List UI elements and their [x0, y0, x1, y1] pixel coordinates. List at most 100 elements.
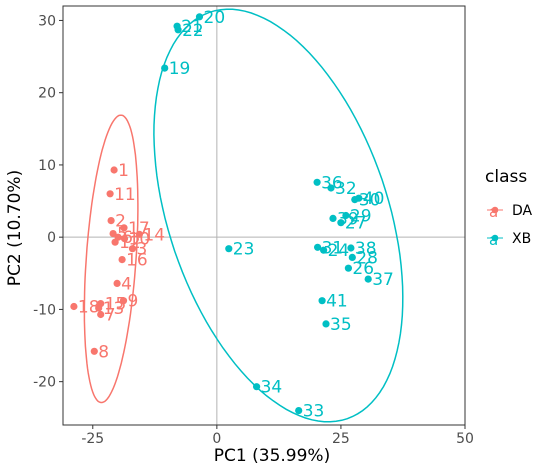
point-da-3 — [128, 245, 137, 253]
point-da-10 — [120, 235, 129, 243]
plot-background — [63, 6, 465, 425]
point-label-38: 38 — [355, 239, 377, 259]
point-label-32: 32 — [335, 179, 357, 199]
point-xb-39 — [329, 214, 337, 222]
legend-label-xb: XB — [512, 231, 531, 247]
point-label-23: 23 — [233, 240, 255, 260]
point-label-10: 10 — [129, 230, 151, 250]
point-xb-29 — [342, 211, 350, 220]
legend-key-glyph-xb: a — [489, 231, 498, 249]
point-label-8: 8 — [98, 342, 109, 362]
y-axis-title: PC2 (10.70%) — [5, 170, 25, 286]
legend-title: class — [485, 167, 527, 187]
y-tick-label-20: 20 — [38, 86, 56, 102]
y-tick-label--10: -10 — [33, 302, 56, 318]
point-label-27: 27 — [345, 214, 367, 234]
point-xb-37 — [364, 275, 372, 283]
x-tick-label--25: -25 — [81, 431, 104, 447]
point-da-8 — [90, 347, 98, 355]
point-label-26: 26 — [352, 259, 374, 279]
point-label-15: 15 — [105, 295, 127, 315]
point-label-24: 24 — [328, 241, 350, 261]
point-label-19: 19 — [169, 59, 191, 79]
point-da-17 — [120, 224, 128, 232]
point-label-6: 6 — [122, 228, 133, 248]
point-label-9: 9 — [128, 292, 139, 312]
point-xb-35 — [322, 320, 330, 328]
point-label-36: 36 — [321, 173, 343, 193]
point-xb-34 — [253, 383, 261, 391]
point-xb-28 — [348, 253, 356, 261]
point-label-28: 28 — [356, 248, 378, 268]
axes: -25 0 25 50 -20 -10 0 10 20 30 — [33, 5, 474, 447]
point-xb-23 — [225, 245, 233, 253]
point-xb-36 — [313, 178, 321, 186]
point-xb-33 — [295, 407, 303, 415]
point-da-9 — [119, 297, 128, 305]
x-tick-label-50: 50 — [456, 431, 474, 447]
point-da-18 — [70, 302, 78, 311]
y-tick-label--20: -20 — [33, 375, 56, 391]
point-da-4 — [113, 279, 121, 287]
point-label-5: 5 — [117, 225, 128, 245]
point-label-41: 41 — [326, 292, 348, 312]
legend-key-point-xb — [491, 234, 499, 242]
plot-panel — [63, 6, 465, 425]
confidence-ellipses — [83, 8, 404, 423]
point-xb-41 — [318, 297, 326, 305]
point-label-17: 17 — [128, 219, 150, 239]
point-label-12: 12 — [119, 233, 141, 253]
x-tick-label-0: 0 — [212, 431, 221, 447]
point-da-1 — [110, 166, 118, 174]
point-xb-32 — [327, 184, 335, 192]
point-da-5 — [109, 230, 117, 238]
point-label-31: 31 — [322, 238, 344, 258]
point-xb-27 — [337, 219, 345, 227]
point-label-4: 4 — [121, 274, 132, 294]
point-xb-40 — [355, 194, 363, 202]
point-label-35: 35 — [330, 315, 352, 335]
point-label-20: 20 — [204, 8, 226, 28]
point-label-14: 14 — [143, 225, 165, 245]
ellipse-da — [83, 114, 139, 404]
y-tick-label-0: 0 — [47, 230, 56, 246]
point-da-12 — [111, 238, 119, 246]
point-label-7: 7 — [105, 306, 116, 326]
point-xb-38 — [347, 244, 355, 252]
y-tick-label-10: 10 — [38, 158, 56, 174]
point-label-16: 16 — [126, 251, 148, 271]
point-xb-31 — [314, 243, 322, 251]
y-tick-label-30: 30 — [38, 13, 56, 29]
plot-border — [62, 5, 466, 426]
point-da-16 — [118, 256, 126, 264]
ellipse-xb — [153, 8, 404, 423]
legend-key-point-da — [491, 206, 499, 214]
point-xb-20 — [195, 13, 204, 21]
point-label-40: 40 — [363, 189, 385, 209]
legend: class a DA a XB — [485, 167, 533, 249]
point-label-34: 34 — [261, 378, 283, 398]
point-label-29: 29 — [350, 207, 372, 227]
point-da-11 — [106, 190, 114, 198]
point-label-22: 22 — [182, 21, 204, 41]
point-label-30: 30 — [359, 191, 381, 211]
point-xb-24 — [320, 246, 328, 254]
point-label-33: 33 — [303, 402, 325, 422]
legend-key-glyph-da: a — [489, 203, 498, 221]
data-points — [70, 13, 372, 415]
point-xb-19 — [161, 64, 169, 72]
point-da-14 — [135, 230, 143, 238]
point-label-2: 2 — [115, 212, 126, 232]
point-xb-26 — [344, 264, 352, 272]
x-axis-title: PC1 (35.99%) — [214, 446, 330, 466]
point-label-1: 1 — [118, 161, 129, 181]
point-label-39: 39 — [337, 209, 359, 229]
point-label-13: 13 — [103, 299, 125, 319]
point-label-37: 37 — [372, 270, 394, 290]
point-label-11: 11 — [114, 185, 136, 205]
point-da-13 — [95, 304, 103, 312]
legend-label-da: DA — [512, 203, 533, 219]
point-label-18: 18 — [78, 298, 100, 318]
